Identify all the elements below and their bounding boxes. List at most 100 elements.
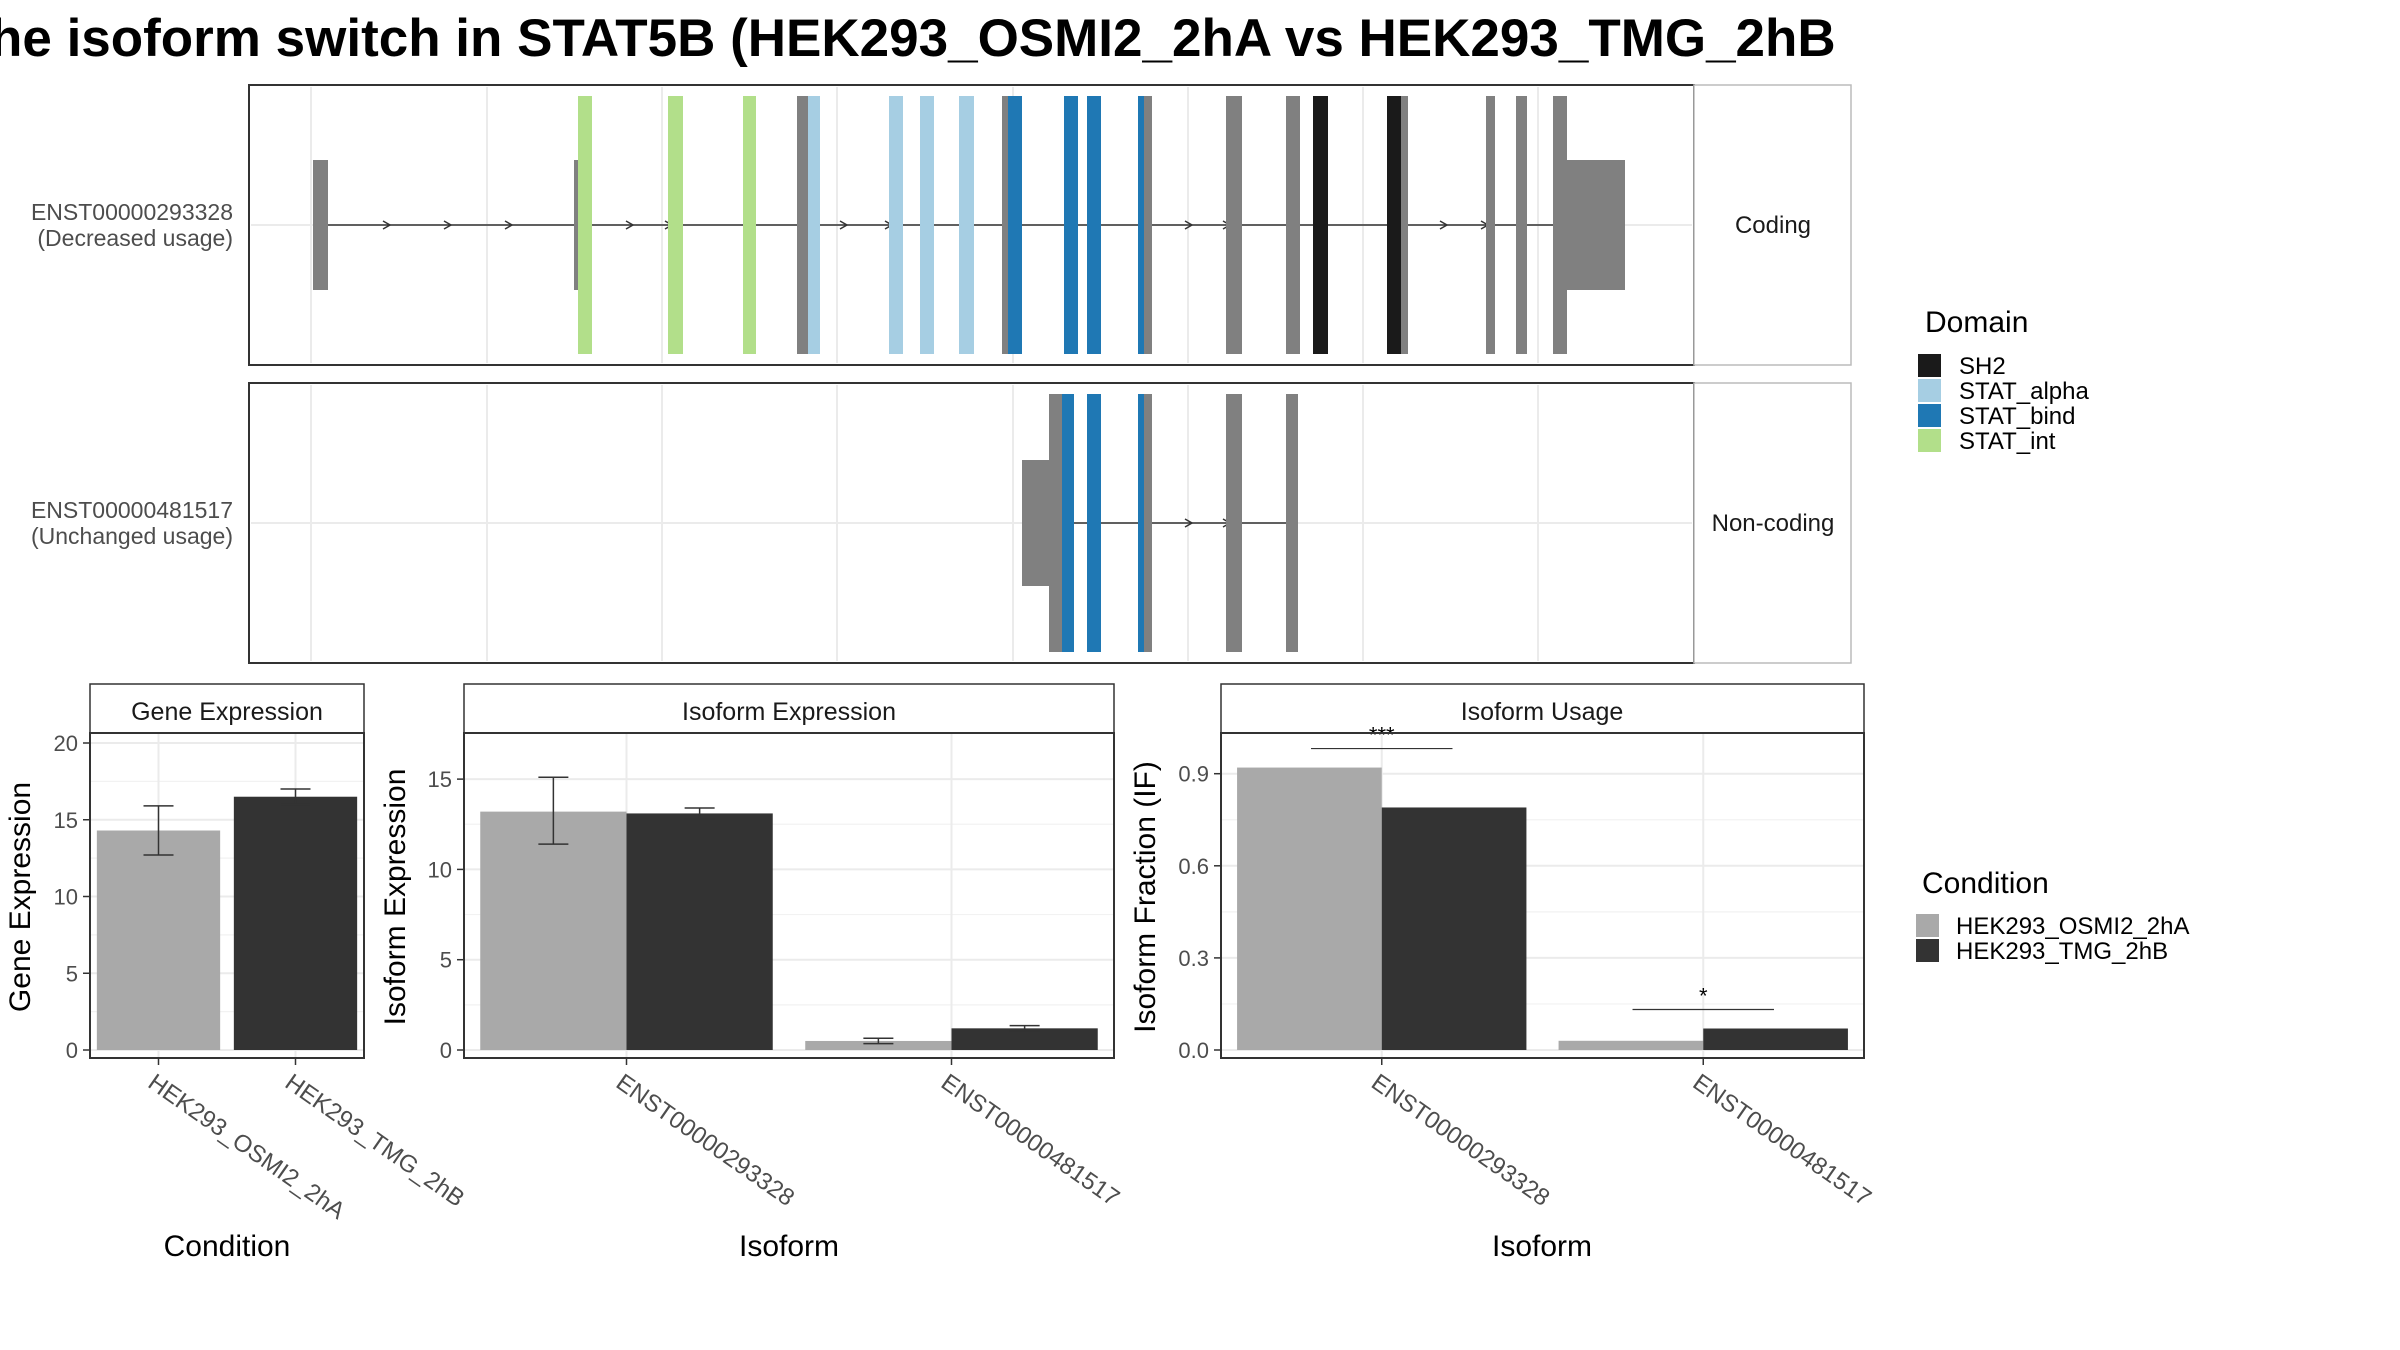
exon xyxy=(959,96,974,354)
bar xyxy=(1381,807,1527,1050)
exon xyxy=(1002,96,1010,354)
bar xyxy=(805,1040,952,1050)
bar xyxy=(1558,1040,1704,1050)
y-axis-label: Gene Expression xyxy=(4,782,37,1012)
y-tick-label: 0 xyxy=(66,1038,78,1063)
strand-arrow xyxy=(443,220,453,230)
error-bar xyxy=(1009,1024,1040,1032)
panel-border xyxy=(1220,732,1865,1059)
y-tick-label: 0.9 xyxy=(1178,762,1209,787)
legend-swatch xyxy=(1918,379,1941,402)
error-bar xyxy=(538,776,569,845)
strand-arrow xyxy=(1439,220,1449,230)
y-tick-label: 15 xyxy=(428,767,452,792)
y-tick-label: 0 xyxy=(440,1038,452,1063)
legend-swatch xyxy=(1916,914,1939,937)
error-bar xyxy=(863,1037,894,1045)
exon xyxy=(1553,96,1567,354)
chart-title: Isoform Expression xyxy=(682,698,896,726)
legend-swatch xyxy=(1916,939,1939,962)
x-tick-label: ENST00000481517 xyxy=(1688,1069,1876,1212)
exon xyxy=(1286,96,1300,354)
panel-strip xyxy=(463,683,1115,734)
exon xyxy=(889,96,903,354)
chart-3: Isoform Usage 0.0 0.3 0.6 0.9 ENST00000293328… xyxy=(1129,683,1876,1263)
y-tick-label: 5 xyxy=(440,948,452,973)
chart-title: Gene Expression xyxy=(131,698,323,726)
legend-swatch xyxy=(1918,404,1941,427)
legend-label: STAT_alpha xyxy=(1959,378,2089,405)
legend-swatch xyxy=(1918,354,1941,377)
x-tick-label: ENST00000293328 xyxy=(611,1069,799,1212)
exon xyxy=(797,96,808,354)
strand-arrow xyxy=(625,220,635,230)
exon xyxy=(920,96,934,354)
x-tick-label: ENST00000293328 xyxy=(1366,1069,1554,1212)
error-bar xyxy=(684,807,715,820)
y-tick-label: 10 xyxy=(54,885,78,910)
x-axis-label: Isoform xyxy=(1492,1230,1592,1263)
y-tick-label: 20 xyxy=(54,731,78,756)
panel-border xyxy=(463,732,1115,1059)
exon xyxy=(574,160,580,290)
chart-2: Isoform Expression 0 5 10 15 ENST00000293328 E… xyxy=(379,683,1124,1263)
bar xyxy=(480,811,627,1050)
transcript-structure: Coding Non-coding ENST00000293328 (Decre… xyxy=(31,84,1852,664)
error-bar xyxy=(143,805,174,856)
y-tick-label: 0.3 xyxy=(1178,946,1209,971)
panel-strip xyxy=(1220,683,1865,734)
strip-label-coding: Coding xyxy=(1735,212,1811,239)
exon xyxy=(313,160,328,290)
structure-strip-1 xyxy=(1693,84,1852,366)
strip-label-noncoding: Non-coding xyxy=(1712,510,1835,537)
y-tick-label: 0.6 xyxy=(1178,854,1209,879)
exon xyxy=(1138,394,1146,652)
condition-legend-title: Condition xyxy=(1922,867,2049,900)
exon xyxy=(1064,96,1078,354)
bar-charts: Gene Expression05101520HEK293_OSMI2_2hAH… xyxy=(4,683,1876,1263)
transcript-id-1: ENST00000293328 xyxy=(31,199,233,225)
exon xyxy=(1062,394,1074,652)
significance-label: * xyxy=(1699,984,1708,1009)
legend-label: STAT_bind xyxy=(1959,403,2076,430)
y-axis-label: Isoform Fraction (IF) xyxy=(1129,761,1162,1033)
exon xyxy=(1486,96,1495,354)
x-axis-label: Isoform xyxy=(739,1230,839,1263)
strand-arrow xyxy=(1184,220,1194,230)
y-tick-label: 5 xyxy=(66,961,78,986)
exon xyxy=(1144,96,1152,354)
transcript-id-2: ENST00000481517 xyxy=(31,497,233,523)
bar xyxy=(1237,767,1382,1050)
exon xyxy=(1313,96,1328,354)
exon xyxy=(1049,394,1063,652)
strand-arrow xyxy=(382,220,392,230)
legend-label: STAT_int xyxy=(1959,428,2056,455)
y-tick-label: 0.0 xyxy=(1178,1038,1209,1063)
error-bar xyxy=(280,788,311,806)
exon xyxy=(1286,394,1298,652)
exon xyxy=(1087,394,1101,652)
strand-arrow xyxy=(839,220,849,230)
exon xyxy=(1226,96,1242,354)
exon xyxy=(1387,96,1402,354)
panel-strip xyxy=(89,683,365,734)
exon xyxy=(1022,460,1052,586)
exon xyxy=(1138,96,1146,354)
bar xyxy=(233,796,358,1050)
structure-strip-2 xyxy=(1693,382,1852,664)
exon xyxy=(1226,394,1242,652)
bar xyxy=(951,1028,1098,1050)
strand-arrow xyxy=(504,220,514,230)
legend-swatch xyxy=(1918,429,1941,452)
exon xyxy=(1144,394,1152,652)
y-tick-label: 10 xyxy=(428,857,452,882)
bar xyxy=(1703,1028,1848,1050)
exon xyxy=(1008,96,1022,354)
domain-legend-title: Domain xyxy=(1925,306,2028,339)
y-tick-label: 15 xyxy=(54,808,78,833)
exon xyxy=(743,96,756,354)
significance-label: *** xyxy=(1369,723,1395,748)
exon xyxy=(668,96,683,354)
